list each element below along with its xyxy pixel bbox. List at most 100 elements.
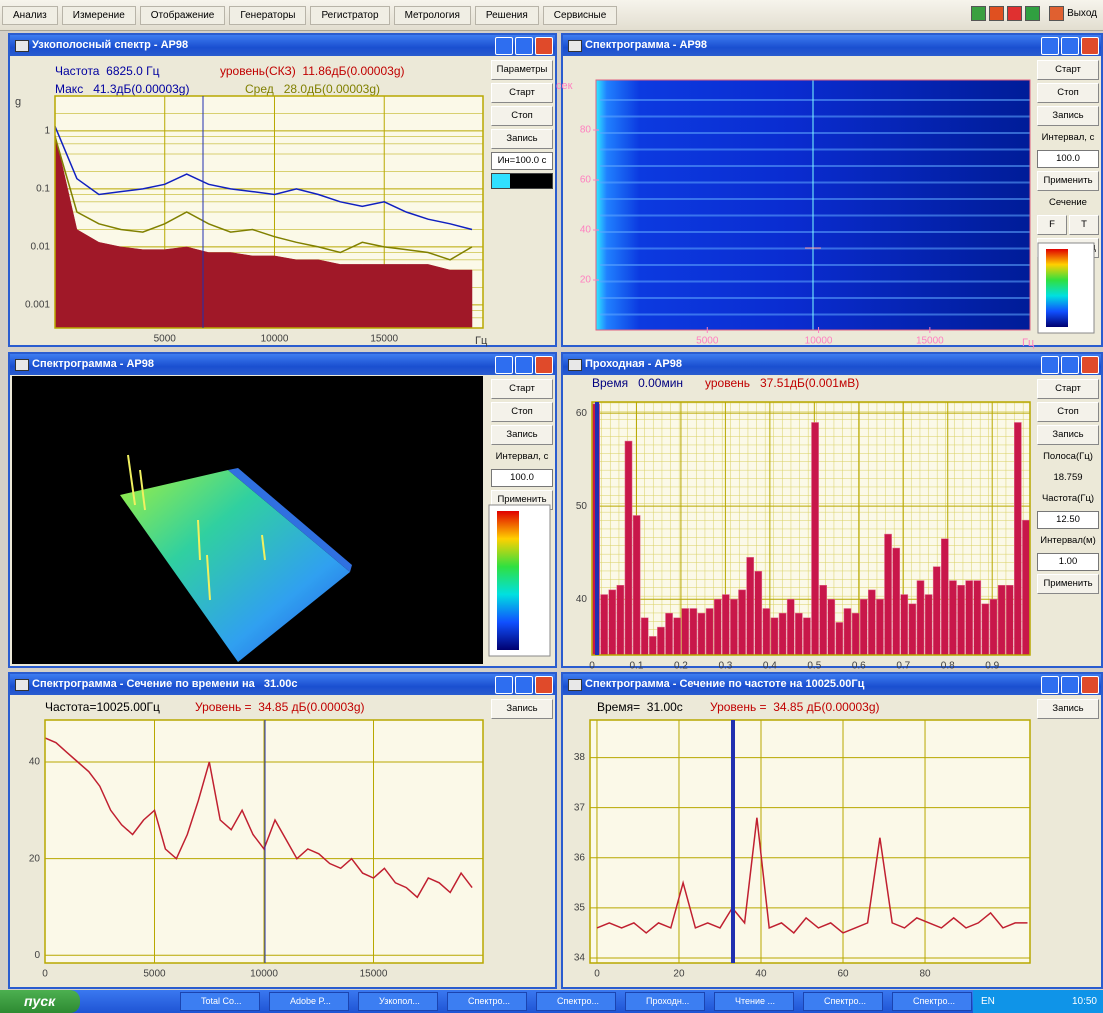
input-field[interactable]: 100.0	[1037, 150, 1099, 168]
input-field[interactable]: 1.00	[1037, 553, 1099, 571]
bar	[892, 547, 900, 656]
clock: 10:50	[1071, 996, 1097, 1007]
window-button[interactable]	[535, 676, 553, 694]
window-button[interactable]	[1041, 676, 1059, 694]
input-field[interactable]: 100.0	[491, 469, 553, 487]
task-button[interactable]: Спектро...	[536, 992, 616, 1011]
info-text: уровень 37.51дБ(0.001мВ)	[705, 376, 859, 390]
menu-item[interactable]: Отображение	[139, 5, 226, 25]
x-tick-label: 15000	[360, 969, 388, 980]
window-button[interactable]	[535, 356, 553, 374]
button[interactable]: T	[1069, 215, 1099, 235]
icon	[971, 6, 987, 21]
window-button[interactable]	[1041, 37, 1059, 55]
x-tick-label: 10000	[250, 969, 278, 980]
bar	[1014, 422, 1022, 656]
exit[interactable]: Выход	[1067, 8, 1097, 19]
window-title: Спектрограмма - Сечение по частоте на 10…	[563, 674, 1101, 695]
bar	[681, 608, 690, 656]
y-tick-label: 34	[574, 953, 586, 964]
window-button[interactable]	[1061, 356, 1079, 374]
button[interactable]: Применить	[1037, 171, 1099, 191]
window-icon	[15, 40, 29, 52]
info-text: уровень(СКЗ) 11.86дБ(0.00003g)	[220, 64, 405, 78]
start-button[interactable]: пуск	[0, 990, 80, 1013]
window-button[interactable]	[495, 676, 513, 694]
window-title: Спектрограмма - АР98	[10, 354, 555, 375]
input-field[interactable]: Ин=100.0 с	[491, 152, 553, 170]
task-button[interactable]: Спектро...	[447, 992, 527, 1011]
task-button[interactable]: Чтение ...	[714, 992, 794, 1011]
button[interactable]: Запись	[491, 699, 553, 719]
button[interactable]: Старт	[1037, 60, 1099, 80]
input-field[interactable]: 12.50	[1037, 511, 1099, 529]
bar	[1022, 519, 1030, 656]
x-tick-label: 10000	[805, 336, 833, 347]
button[interactable]: Старт	[491, 379, 553, 399]
x-tick-label: 0.1	[630, 661, 644, 672]
x-tick-label: 15000	[916, 336, 944, 347]
button[interactable]: Запись	[491, 425, 553, 445]
task-button[interactable]: Adobe P...	[269, 992, 349, 1011]
window-button[interactable]	[1081, 37, 1099, 55]
task-button[interactable]: Проходн...	[625, 992, 705, 1011]
plot-frame	[589, 719, 1031, 964]
window-button[interactable]	[1081, 356, 1099, 374]
task-button[interactable]: Total Co...	[180, 992, 260, 1011]
button[interactable]: Стоп	[1037, 83, 1099, 103]
window-button[interactable]	[495, 356, 513, 374]
bar	[916, 580, 925, 656]
menu-item[interactable]: Анализ	[2, 5, 58, 25]
menu-item[interactable]: Регистратор	[310, 5, 390, 25]
task-button[interactable]: Узкопол...	[358, 992, 438, 1011]
window-button[interactable]	[515, 676, 533, 694]
x-axis-unit: Гц	[1022, 337, 1035, 349]
button[interactable]: Стоп	[1037, 402, 1099, 422]
menu-item[interactable]: Измерение	[61, 5, 136, 25]
button[interactable]: Запись	[491, 129, 553, 149]
menu-item[interactable]: Генераторы	[229, 5, 307, 25]
button[interactable]: Параметры	[491, 60, 553, 80]
button[interactable]: Стоп	[491, 402, 553, 422]
bar	[689, 608, 698, 656]
y-tick-label: 60	[576, 408, 588, 419]
label: Частота(Гц)	[1041, 493, 1095, 504]
button[interactable]: Применить	[1037, 574, 1099, 594]
x-tick-label: 0.9	[985, 661, 999, 672]
button[interactable]: Старт	[491, 83, 553, 103]
menu-item[interactable]: Решения	[474, 5, 539, 25]
menu-item[interactable]: Сервисные	[542, 5, 618, 25]
button[interactable]: F	[1037, 215, 1067, 235]
bar	[1005, 584, 1014, 656]
window-button[interactable]	[1081, 676, 1099, 694]
button[interactable]: Старт	[1037, 379, 1099, 399]
bar	[965, 580, 973, 656]
bar	[957, 584, 965, 656]
x-axis-unit: Гц	[475, 335, 488, 347]
button[interactable]: Стоп	[491, 106, 553, 126]
window-button[interactable]	[535, 37, 553, 55]
icon	[1049, 6, 1065, 21]
menu-item[interactable]: Метрология	[393, 5, 471, 25]
window-button[interactable]	[1061, 676, 1079, 694]
window-button[interactable]	[1041, 356, 1059, 374]
window-button[interactable]	[515, 37, 533, 55]
info-text: Время 0.00мин	[592, 376, 683, 390]
button[interactable]: Запись	[1037, 106, 1099, 126]
task-button[interactable]: Спектро...	[803, 992, 883, 1011]
window-icon	[15, 359, 29, 371]
y-tick-label: 0	[34, 950, 40, 961]
control-panel: Запись	[1037, 699, 1099, 719]
y-tick-label: 40	[29, 757, 41, 768]
x-tick-label: 10000	[261, 334, 289, 345]
task-button[interactable]: Спектро...	[892, 992, 972, 1011]
button[interactable]: Запись	[1037, 425, 1099, 445]
button[interactable]: Запись	[1037, 699, 1099, 719]
line	[54, 126, 473, 231]
window-button[interactable]	[515, 356, 533, 374]
window-button[interactable]	[1061, 37, 1079, 55]
language[interactable]: EN	[981, 996, 995, 1007]
window-button[interactable]	[495, 37, 513, 55]
